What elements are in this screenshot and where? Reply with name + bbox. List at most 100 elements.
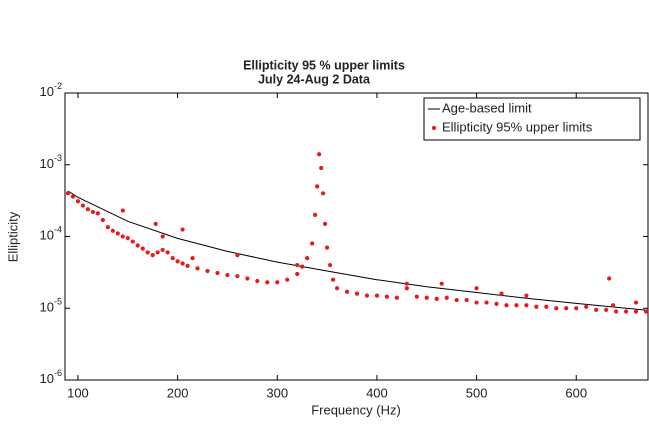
y-tick-label: 10-4 (40, 225, 62, 243)
data-point (105, 225, 110, 230)
data-point (150, 253, 155, 258)
data-point (633, 309, 639, 314)
data-point (80, 203, 86, 208)
data-point (504, 303, 509, 308)
data-point (614, 309, 619, 314)
data-point (404, 286, 409, 291)
data-point (484, 300, 489, 305)
data-point (195, 266, 200, 271)
data-point (120, 208, 125, 213)
y-tick-label: 10-6 (40, 368, 62, 386)
data-point (145, 250, 150, 255)
data-point (344, 289, 350, 294)
data-point (285, 277, 290, 282)
data-point (75, 199, 81, 204)
data-point (310, 241, 315, 246)
data-point (100, 217, 105, 223)
data-point (330, 277, 336, 282)
data-point (434, 296, 439, 301)
data-point (165, 250, 170, 255)
data-point (384, 294, 389, 299)
data-point (130, 239, 135, 244)
data-point (180, 261, 185, 266)
data-point (604, 307, 609, 312)
data-point (474, 300, 479, 305)
data-point (85, 207, 91, 212)
data-point (175, 259, 180, 264)
data-point (327, 262, 333, 268)
data-point (454, 297, 459, 303)
data-point (464, 297, 469, 303)
data-point (170, 255, 175, 261)
data-point (245, 276, 250, 281)
data-point (300, 264, 305, 269)
data-point (564, 306, 569, 311)
y-tick-label: 10-3 (40, 153, 62, 171)
data-point (404, 281, 409, 286)
data-point (155, 250, 160, 255)
data-point (325, 245, 330, 250)
data-point (90, 209, 96, 215)
data-point (235, 253, 240, 258)
chart-title: Ellipticity 95 % upper limits (243, 58, 405, 72)
y-tick-label: 10-5 (40, 297, 62, 315)
x-tick-label: 100 (67, 385, 89, 400)
chart-subtitle: July 24-Aug 2 Data (258, 72, 371, 86)
data-point (514, 303, 519, 308)
x-tick-label: 200 (167, 385, 189, 400)
axes: 100 200 300 400 500 600 10-6 10-5 10-4 10-3 10-2 Ag… (40, 81, 648, 400)
x-tick-label: 300 (266, 385, 288, 400)
legend-label: Ellipticity 95% upper limits (442, 119, 593, 134)
data-point (265, 280, 270, 285)
data-point (364, 293, 370, 298)
data-point (354, 291, 360, 296)
y-tick-label: 10-2 (40, 81, 62, 99)
data-point (125, 235, 130, 241)
data-point (305, 255, 310, 261)
data-point (524, 293, 529, 298)
data-point (315, 184, 320, 189)
data-point (275, 280, 280, 285)
legend-label: Age-based limit (442, 100, 532, 115)
data-point (317, 152, 322, 157)
y-axis-label: Ellipticity (5, 211, 20, 262)
data-point (474, 286, 479, 291)
data-point (160, 247, 165, 253)
data-point (70, 194, 76, 199)
data-point (633, 300, 639, 305)
data-point (499, 291, 504, 296)
data-point (334, 286, 340, 291)
data-point (321, 191, 326, 196)
x-axis-label: Frequency (Hz) (311, 402, 401, 417)
data-point (554, 306, 559, 311)
data-point (439, 281, 444, 286)
data-point (424, 295, 429, 300)
data-point (115, 231, 120, 236)
data-point (374, 293, 380, 298)
legend-box (423, 97, 641, 141)
data-point (544, 304, 549, 309)
data-point (95, 211, 100, 216)
data-point (160, 234, 165, 239)
data-point (444, 295, 449, 300)
data-point (313, 212, 318, 218)
data-point (394, 295, 399, 300)
data-point (120, 234, 125, 239)
data-point (205, 268, 210, 274)
legend-swatch (431, 125, 437, 131)
x-tick-label: 400 (366, 385, 388, 400)
data-point (494, 301, 499, 306)
data-point (65, 191, 71, 196)
x-tick-label: 500 (466, 385, 488, 400)
data-point (611, 303, 616, 308)
data-point (584, 304, 589, 309)
limit-line (67, 190, 649, 311)
data-point (534, 304, 539, 309)
data-point (135, 243, 140, 248)
data-point (295, 262, 300, 268)
data-point (623, 309, 629, 314)
data-point (110, 228, 115, 233)
data-point (574, 306, 579, 311)
data-point (255, 278, 260, 284)
